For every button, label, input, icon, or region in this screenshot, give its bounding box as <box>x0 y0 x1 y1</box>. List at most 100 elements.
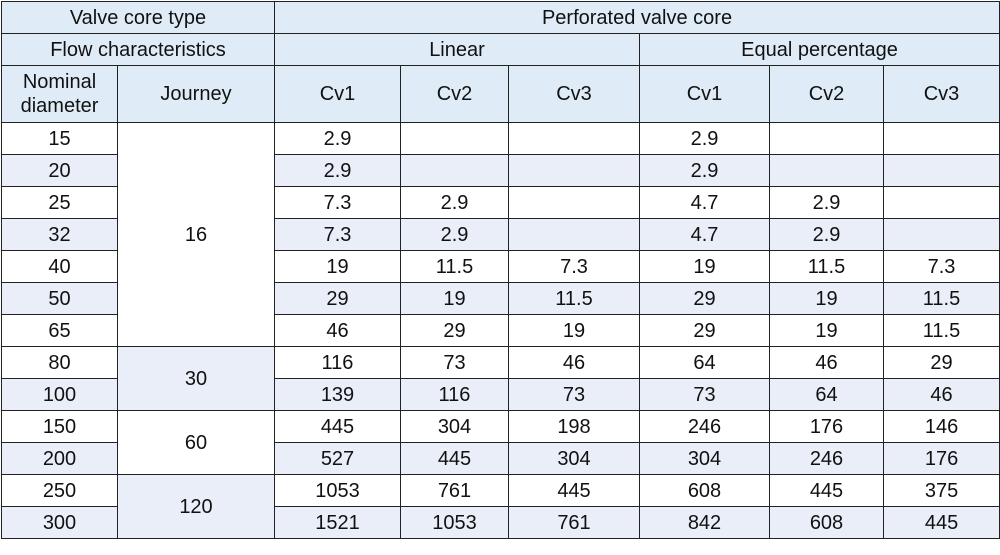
journey-header: Journey <box>117 65 275 123</box>
cv-value-cell: 842 <box>639 506 770 539</box>
cv-value-cell: 1053 <box>400 506 509 539</box>
cv-value-cell: 19 <box>769 282 884 315</box>
table-row: 20 2.9 2.9 <box>1 154 1000 187</box>
cv-value-cell: 2.9 <box>639 122 770 155</box>
cv-value-cell: 445 <box>400 442 509 475</box>
nominal-diameter-cell: 80 <box>1 346 118 379</box>
perforated-valve-core-header: Perforated valve core <box>273 1 1000 34</box>
nominal-diameter-header: Nominal diameter <box>1 65 118 123</box>
cv-value-cell: 139 <box>274 378 401 411</box>
cv-value-cell <box>508 122 640 155</box>
nominal-diameter-cell: 40 <box>1 250 118 283</box>
cv-value-cell: 2.9 <box>769 186 884 219</box>
cv-value-cell: 11.5 <box>882 314 1000 347</box>
cv-value-cell: 246 <box>769 442 884 475</box>
cv-value-cell: 176 <box>882 442 1000 475</box>
cv-value-cell: 46 <box>882 378 1000 411</box>
linear-header: Linear <box>274 33 640 66</box>
cv-value-cell: 761 <box>400 474 509 507</box>
cv-value-cell: 445 <box>508 474 640 507</box>
nominal-diameter-cell: 15 <box>1 122 118 155</box>
nominal-diameter-cell: 250 <box>1 474 118 507</box>
nominal-diameter-cell: 20 <box>1 154 118 187</box>
cv-value-cell <box>882 122 1000 155</box>
nominal-diameter-cell: 25 <box>1 186 118 219</box>
cv-value-cell: 304 <box>508 442 640 475</box>
nominal-diameter-cell: 50 <box>1 282 118 315</box>
cv-value-cell: 19 <box>769 314 884 347</box>
cv-value-cell: 64 <box>769 378 884 411</box>
cv-value-cell: 11.5 <box>769 250 884 283</box>
nominal-diameter-cell: 200 <box>1 442 118 475</box>
cv-value-cell: 46 <box>274 314 401 347</box>
cv-value-cell: 304 <box>639 442 770 475</box>
cv-value-cell: 19 <box>639 250 770 283</box>
cv-header: Cv2 <box>769 65 884 123</box>
cv-value-cell: 73 <box>508 378 640 411</box>
table-row: 200 527 445 304 304 246 176 <box>1 442 1000 475</box>
cv-value-cell: 445 <box>769 474 884 507</box>
cv-value-cell: 198 <box>508 410 640 443</box>
cv-value-cell: 7.3 <box>508 250 640 283</box>
cv-value-cell: 7.3 <box>274 218 401 251</box>
cv-value-cell: 7.3 <box>882 250 1000 283</box>
cv-value-cell <box>769 122 884 155</box>
cv-value-cell: 4.7 <box>639 218 770 251</box>
table-row: 150 60 445 304 198 246 176 146 <box>1 410 1000 475</box>
cv-value-cell: 46 <box>508 346 640 379</box>
cv-value-cell: 375 <box>882 474 1000 507</box>
cv-value-cell: 527 <box>274 442 401 475</box>
nominal-diameter-cell: 150 <box>1 410 118 443</box>
flow-characteristics-header: Flow characteristics <box>1 33 275 66</box>
cv-value-cell: 1521 <box>274 506 401 539</box>
cv-value-cell: 19 <box>508 314 640 347</box>
cv-value-cell: 29 <box>274 282 401 315</box>
cv-value-cell: 608 <box>639 474 770 507</box>
nominal-diameter-cell: 100 <box>1 378 118 411</box>
cv-header: Cv1 <box>639 65 770 123</box>
cv-value-cell: 2.9 <box>274 154 401 187</box>
cv-value-cell: 29 <box>400 314 509 347</box>
cv-value-cell: 73 <box>639 378 770 411</box>
cv-value-cell: 29 <box>639 314 770 347</box>
cv-value-cell: 608 <box>769 506 884 539</box>
cv-value-cell: 1053 <box>274 474 401 507</box>
journey-cell: 16 <box>117 122 275 347</box>
cv-value-cell: 29 <box>639 282 770 315</box>
table-row: 80 30 116 73 46 64 46 29 <box>1 346 1000 411</box>
nominal-diameter-cell: 300 <box>1 506 118 539</box>
cv-value-cell <box>769 154 884 187</box>
cv-value-cell: 176 <box>769 410 884 443</box>
table-row: 65 46 29 19 29 19 11.5 <box>1 314 1000 347</box>
cv-value-cell: 11.5 <box>882 282 1000 315</box>
cv-value-cell: 4.7 <box>639 186 770 219</box>
cv-value-cell: 2.9 <box>274 122 401 155</box>
cv-value-cell: 11.5 <box>508 282 640 315</box>
cv-header: Cv2 <box>400 65 509 123</box>
cv-value-cell: 73 <box>400 346 509 379</box>
journey-cell: 60 <box>117 410 275 475</box>
cv-value-cell: 445 <box>882 506 1000 539</box>
cv-value-cell: 116 <box>274 346 401 379</box>
cv-header: Cv1 <box>274 65 401 123</box>
table-row: 250 120 1053 761 445 608 445 375 <box>1 474 1000 539</box>
cv-value-cell <box>508 218 640 251</box>
cv-value-cell: 19 <box>400 282 509 315</box>
table-row: 300 1521 1053 761 842 608 445 <box>1 506 1000 539</box>
cv-value-cell: 2.9 <box>400 186 509 219</box>
cv-value-cell: 11.5 <box>400 250 509 283</box>
cv-header: Cv3 <box>508 65 640 123</box>
cv-value-cell: 2.9 <box>769 218 884 251</box>
cv-header: Cv3 <box>882 65 1000 123</box>
cv-value-cell: 116 <box>400 378 509 411</box>
nominal-diameter-cell: 65 <box>1 314 118 347</box>
cv-value-cell: 246 <box>639 410 770 443</box>
cv-value-cell <box>882 154 1000 187</box>
equal-percentage-header: Equal percentage <box>638 33 1000 66</box>
cv-value-cell: 64 <box>639 346 770 379</box>
cv-value-cell <box>882 218 1000 251</box>
cv-value-cell: 761 <box>508 506 640 539</box>
cv-value-cell: 2.9 <box>400 218 509 251</box>
nominal-diameter-cell: 32 <box>1 218 118 251</box>
journey-cell: 30 <box>117 346 275 411</box>
